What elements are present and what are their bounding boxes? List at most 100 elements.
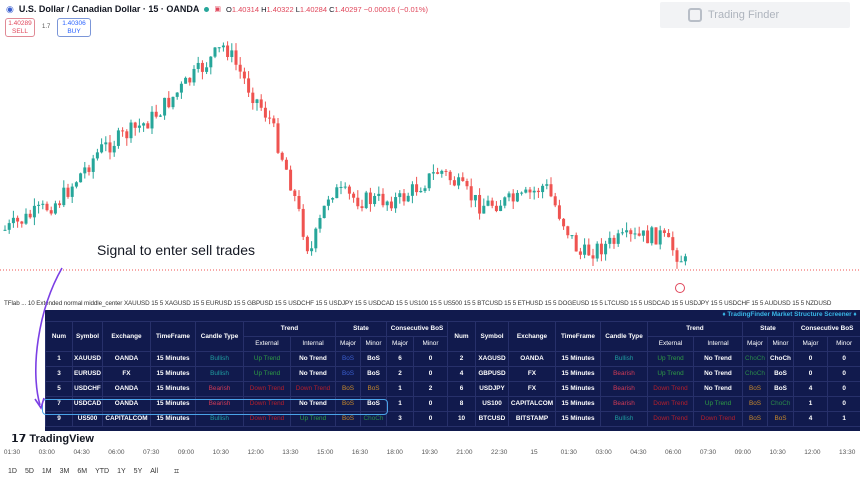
candle — [37, 204, 41, 206]
candle — [625, 230, 629, 233]
time-label: 03:00 — [38, 449, 55, 456]
candle — [49, 210, 53, 214]
range-button-3m[interactable]: 3M — [59, 468, 70, 475]
candle — [226, 45, 230, 57]
header-state: State — [335, 320, 387, 337]
range-button-5d[interactable]: 5D — [24, 468, 34, 475]
spread: 1.7 — [42, 24, 51, 30]
screener-row: 7 USDCAD OANDA 15 Minutes Bearish Down Trend N… — [45, 395, 860, 412]
screener-cell: Up Trend — [693, 395, 743, 412]
screener-cell: 0 — [826, 350, 860, 367]
candle — [310, 248, 314, 252]
candle — [104, 142, 108, 145]
screener-cell: 0 — [793, 350, 828, 367]
screener-cell: BoS — [742, 395, 768, 412]
candle — [629, 230, 633, 235]
candle — [62, 187, 66, 206]
range-button-ytd[interactable]: YTD — [95, 468, 110, 475]
candle — [305, 236, 309, 252]
screener-cell: No Trend — [693, 380, 743, 397]
candle — [343, 186, 347, 188]
time-label: 13:30 — [282, 449, 299, 456]
time-label: 10:30 — [769, 449, 786, 456]
candle — [16, 217, 20, 222]
screener-cell: Up Trend — [647, 365, 694, 382]
candle — [675, 250, 679, 262]
candle — [587, 244, 591, 256]
candle — [679, 261, 683, 263]
screener-cell: Down Trend — [647, 395, 694, 412]
screener-cell: 1 — [45, 350, 73, 367]
screener-cell: BoS — [360, 350, 387, 367]
screener-cell: Up Trend — [647, 350, 694, 367]
screener-cell: US100 — [475, 395, 509, 412]
date-range-icon[interactable]: ⌗ — [174, 466, 180, 476]
price-chart[interactable] — [0, 0, 860, 300]
screener-cell: No Trend — [290, 350, 336, 367]
alert-icon — [675, 283, 685, 293]
candle — [440, 170, 444, 174]
screener-cell: 0 — [826, 365, 860, 382]
candle — [683, 256, 687, 262]
candle — [482, 205, 486, 214]
screener-cell: 4 — [793, 380, 828, 397]
range-button-all[interactable]: All — [150, 468, 159, 475]
candle — [251, 92, 255, 104]
settings-icon[interactable]: ▣ — [214, 6, 222, 13]
candle — [116, 130, 120, 146]
candle — [604, 243, 608, 255]
time-label: 04:30 — [73, 449, 90, 456]
header-symbol: Symbol — [475, 320, 509, 352]
screener-cell: 15 Minutes — [555, 350, 601, 367]
sell-button[interactable]: 1.40289 SELL — [5, 18, 35, 37]
screener-cell: OANDA — [102, 380, 151, 397]
candle — [242, 71, 246, 79]
time-axis[interactable]: 01:30 03:00 04:30 06:00 07:30 09:00 10:30 12:00… — [0, 449, 860, 459]
screener-cell: ChoCh — [742, 365, 768, 382]
candle — [389, 201, 393, 209]
screener-cell: Bullish — [195, 365, 244, 382]
buy-button[interactable]: 1.40306 BUY — [57, 18, 91, 37]
candle — [339, 186, 343, 188]
candle — [133, 122, 137, 128]
candle — [360, 206, 364, 209]
screener-cell: BoS — [742, 410, 768, 427]
screener-cell: No Trend — [290, 395, 336, 412]
candle — [221, 45, 225, 48]
candle — [175, 92, 179, 97]
screener-cell: Bearish — [600, 380, 648, 397]
indicator-settings-line[interactable]: TFlab ... 10 Extended normal middle_cent… — [4, 300, 832, 307]
screener-row: 5 USDCHF OANDA 15 Minutes Bearish Down Trend D… — [45, 380, 860, 397]
range-button-1d[interactable]: 1D — [8, 468, 17, 475]
range-button-5y[interactable]: 5Y — [133, 468, 143, 475]
screener-cell: Up Trend — [290, 410, 336, 427]
screener-cell: ChoCh — [742, 350, 768, 367]
candle — [671, 237, 675, 251]
header-minor: Minor — [767, 335, 794, 352]
tradingview-logo: 𝟭𝟳 TradingView — [8, 433, 97, 445]
candle — [486, 200, 490, 206]
candle — [58, 203, 62, 206]
candle — [499, 205, 503, 212]
screener-cell: 7 — [45, 395, 73, 412]
candle — [465, 181, 469, 187]
candle — [293, 190, 297, 197]
candle — [385, 201, 389, 206]
screener-cell: 15 Minutes — [150, 395, 196, 412]
candle — [28, 213, 32, 218]
candle — [11, 217, 15, 224]
candle — [654, 227, 658, 245]
candle — [373, 195, 377, 205]
screener-cell: 1 — [386, 395, 414, 412]
time-label: 22:30 — [491, 449, 508, 456]
range-button-1y[interactable]: 1Y — [117, 468, 126, 475]
candle — [209, 56, 213, 68]
symbol-title[interactable]: U.S. Dollar / Canadian Dollar · 15 · OAN… — [18, 4, 200, 14]
candle — [452, 180, 456, 186]
range-button-6m[interactable]: 6M — [77, 468, 88, 475]
header-consecutive-bos: Consecutive BoS — [386, 320, 448, 337]
screener-cell: OANDA — [508, 350, 556, 367]
candle — [276, 123, 280, 153]
range-button-1m[interactable]: 1M — [41, 468, 52, 475]
screener-cell: Down Trend — [243, 410, 291, 427]
